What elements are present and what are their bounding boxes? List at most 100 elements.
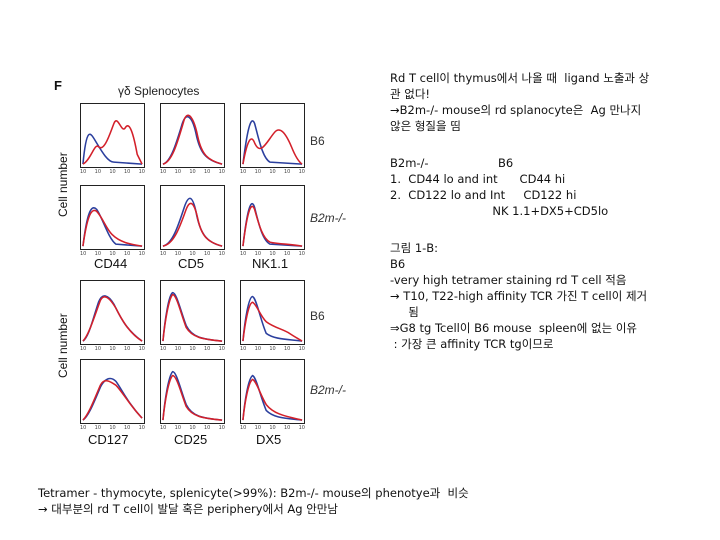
blue-curve [82,133,143,165]
x-tick-label: 10 [80,169,87,175]
blue-curve [82,377,143,421]
x-tick-label: 10 [240,169,247,175]
x-tick-label: 10 [269,251,276,257]
panel-title: γδ Splenocytes [118,84,200,98]
x-tick-label: 10 [218,169,225,175]
x-tick-label: 10 [138,251,145,257]
x-tick-label: 10 [254,346,262,352]
histogram-cd127-b6 [80,280,145,345]
histogram-cd25-b2m [160,359,225,424]
panel-letter: F [54,78,62,93]
note-line: ⇒G8 tg Tcell이 B6 mouse spleen에 없는 이유 [390,321,637,335]
note-line: B6 [390,257,406,271]
x-tick-label: 10 [189,346,196,352]
red-curve [242,301,303,342]
red-curve [162,202,223,247]
x-tick-label: 10 [283,425,291,431]
histogram-dx5-b6 [240,280,305,345]
red-curve [242,378,303,421]
x-tick-label: 10 [298,346,305,352]
blue-curve [162,115,223,165]
x-tick-label: 10 [203,346,211,352]
histogram-dx5-b2m [240,359,305,424]
marker-cd5: CD5 [178,256,205,271]
note-line: 1. CD44 lo and int CD44 hi [390,172,566,186]
x-tick-label: 10 [189,169,196,175]
x-tick-labels: 10 10 10 10 10 [240,346,305,352]
x-tick-label: 10 [218,251,225,257]
histogram-cd5-b2m [160,185,225,250]
note-line: → T10, T22-high affinity TCR 가진 T cell이 … [390,289,648,303]
histogram-cd25-b6 [160,280,225,345]
x-tick-label: 10 [298,169,305,175]
x-tick-label: 10 [240,425,247,431]
x-tick-label: 10 [160,346,167,352]
x-tick-label: 10 [283,251,291,257]
note-line: : 가장 큰 affinity TCR tg이므로 [390,337,554,351]
x-tick-label: 10 [269,169,276,175]
row-label-b6-top: B6 [310,134,325,148]
x-tick-labels: 10 10 10 10 10 [80,169,145,175]
x-tick-labels: 10 10 10 10 10 [80,346,145,352]
red-curve [82,120,143,165]
x-tick-label: 10 [160,251,167,257]
note-line: 그림 1-B: [390,241,439,255]
marker-nk11: NK1.1 [252,256,289,271]
note-line: B2m-/- B6 [390,156,514,170]
x-tick-label: 10 [138,346,145,352]
x-tick-label: 10 [283,169,291,175]
row-label-b2m-top: B2m-/- [310,211,346,225]
caption-line: → 대부분의 rd T cell이 발달 혹은 periphery에서 Ag 안… [38,502,338,516]
note-line: Rd T cell이 thymus에서 나올 때 ligand 노출과 상 [390,71,650,85]
red-curve [82,379,143,421]
note-line: 않은 형질을 띰 [390,119,461,133]
x-tick-label: 10 [109,425,116,431]
red-curve [82,209,143,247]
x-tick-label: 10 [174,346,182,352]
x-tick-label: 10 [240,251,247,257]
x-tick-label: 10 [298,251,305,257]
x-tick-label: 10 [218,346,225,352]
x-tick-label: 10 [109,169,116,175]
x-tick-label: 10 [174,251,182,257]
red-curve [242,205,303,247]
red-curve [162,114,223,165]
x-tick-labels: 10 10 10 10 10 [80,251,145,257]
x-tick-label: 10 [203,251,211,257]
x-tick-label: 10 [254,425,262,431]
note-line: 됨 [390,305,419,319]
x-tick-label: 10 [123,346,131,352]
caption-line: Tetramer - thymocyte, splenicyte(>99%): … [38,486,469,500]
x-tick-label: 10 [298,425,305,431]
caption: Tetramer - thymocyte, splenicyte(>99%): … [38,485,469,517]
blue-curve [242,203,303,247]
x-tick-labels: 10 10 10 10 10 [160,251,225,257]
marker-dx5: DX5 [256,432,282,447]
histogram-cd44-b2m [80,185,145,250]
x-tick-label: 10 [254,169,262,175]
y-axis-label-top: Cell number [56,152,70,217]
row-label-b2m-bottom: B2m-/- [310,383,346,397]
histogram-nk11-b6 [240,103,305,168]
x-tick-label: 10 [240,346,247,352]
note-line: 관 없다! [390,87,431,101]
x-tick-labels: 10 10 10 10 10 [240,425,305,431]
x-tick-label: 10 [254,251,262,257]
x-tick-labels: 10 10 10 10 10 [160,346,225,352]
x-tick-label: 10 [94,251,102,257]
x-tick-label: 10 [189,251,196,257]
red-curve [162,374,223,421]
x-tick-label: 10 [123,425,131,431]
x-tick-label: 10 [109,346,116,352]
x-tick-labels: 10 10 10 10 10 [240,251,305,257]
histogram-cd127-b2m [80,359,145,424]
marker-cd44: CD44 [94,256,128,271]
notes-block-3: 그림 1-B: B6 -very high tetramer staining rd… [390,240,647,352]
x-tick-label: 10 [203,169,211,175]
note-line: 2. CD122 lo and Int CD122 hi [390,188,577,202]
x-tick-label: 10 [138,169,145,175]
marker-cd127: CD127 [88,432,129,447]
histogram-nk11-b2m [240,185,305,250]
marker-cd25: CD25 [174,432,208,447]
red-curve [162,293,223,342]
